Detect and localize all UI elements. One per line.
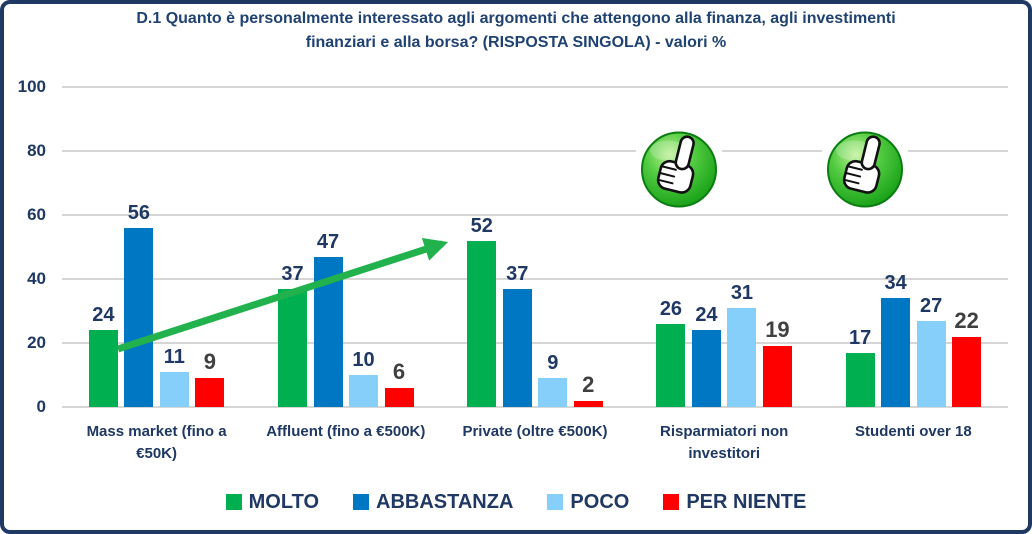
bar-abbastanza [881,298,911,407]
bar-poco [727,307,757,407]
bar-per-niente [195,378,225,407]
bar-value-label: 10 [352,349,375,371]
bar-value-label: 56 [127,201,150,224]
bar-value-label: 37 [281,262,304,285]
bar-per-niente [384,387,414,407]
legend-item-abbastanza: ABBASTANZA [353,491,513,514]
bar-poco [538,378,568,407]
bar-abbastanza [313,256,343,407]
legend-label: ABBASTANZA [376,490,514,513]
legend-item-per-niente: PER NIENTE [663,491,806,514]
bar-abbastanza [502,288,532,407]
thumbs-up-icon [822,124,908,213]
legend-swatch [547,494,564,510]
bar-value-label: 26 [659,297,683,320]
bar-value-label: 34 [884,272,907,295]
gridline-100 [62,86,1008,88]
bar-value-label: 17 [849,326,872,349]
bar-poco [916,320,946,407]
bar-molto [845,352,875,407]
bar-per-niente [762,346,792,407]
y-axis-tick-label: 20 [27,333,46,352]
legend-swatch [353,494,370,510]
legend-label: PER NIENTE [686,490,807,513]
chart-title-line-1: D.1 Quanto è personalmente interessato a… [136,10,896,27]
bar-value-label: 47 [316,230,340,253]
y-axis-tick-label: 80 [27,141,46,160]
bar-value-label: 9 [203,349,216,375]
bar-value-label: 37 [506,262,529,285]
bar-value-label: 19 [765,317,790,343]
bar-value-label: 11 [163,345,185,368]
legend: MOLTO ABBASTANZA POCO PER NIENTE [0,486,1032,518]
bar-value-label: 22 [954,307,979,333]
gridline-0 [62,406,1008,408]
y-axis-tick-label: 60 [27,205,46,224]
bar-poco [159,371,189,407]
category-label: Private (oltre €500K) [462,423,608,440]
category-label: Studenti over 18 [855,423,972,440]
gridline-60 [62,214,1008,216]
bar-molto [88,330,118,407]
gridline-20 [62,342,1008,344]
bar-value-label: 2 [582,371,595,397]
chart-title-line-2: finanziari e alla borsa? (RISPOSTA SINGO… [305,34,727,51]
chart-title: D.1 Quanto è personalmente interessato a… [0,7,1032,55]
gridline-80 [62,150,1008,152]
y-axis-tick-label: 100 [17,77,46,96]
category-label: Mass market (fino a €50K) [86,423,227,462]
bar-value-label: 6 [392,358,406,384]
legend-item-molto: MOLTO [225,490,320,514]
bar-per-niente [573,400,603,407]
category-label: Affluent (fino a €500K) [266,423,426,440]
bar-poco [349,375,379,407]
bar-value-label: 24 [92,304,115,327]
bar-value-label: 24 [695,304,718,327]
legend-label: MOLTO [248,490,320,513]
bar-abbastanza [124,227,154,407]
legend-label: POCO [570,490,630,513]
legend-swatch [225,494,242,510]
thumbs-up-icon [636,124,722,213]
bar-molto [467,240,497,407]
y-axis-tick-label: 40 [27,269,46,288]
bar-per-niente [952,336,982,407]
gridline-40 [62,278,1008,280]
bar-value-label: 9 [547,352,559,375]
y-axis-tick-label: 0 [36,397,46,416]
bar-abbastanza [691,330,721,407]
bar-molto [278,288,308,407]
bar-value-label: 31 [730,281,754,304]
bar-value-label: 27 [920,294,943,317]
bar-value-label: 52 [470,214,493,237]
legend-item-poco: POCO [547,491,629,514]
category-label: Risparmiatori non investitori [660,423,789,462]
legend-swatch [663,494,680,510]
bar-molto [656,323,686,407]
